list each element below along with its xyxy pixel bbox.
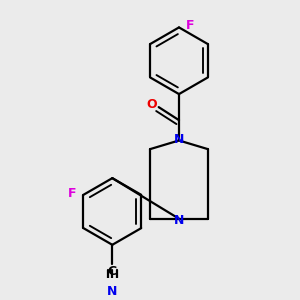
Text: F: F (68, 187, 76, 200)
Text: N: N (174, 133, 184, 146)
Text: C: C (108, 265, 117, 278)
Text: N: N (174, 214, 184, 227)
Text: F: F (186, 20, 195, 32)
Text: N: N (107, 285, 118, 298)
Text: O: O (146, 98, 157, 111)
